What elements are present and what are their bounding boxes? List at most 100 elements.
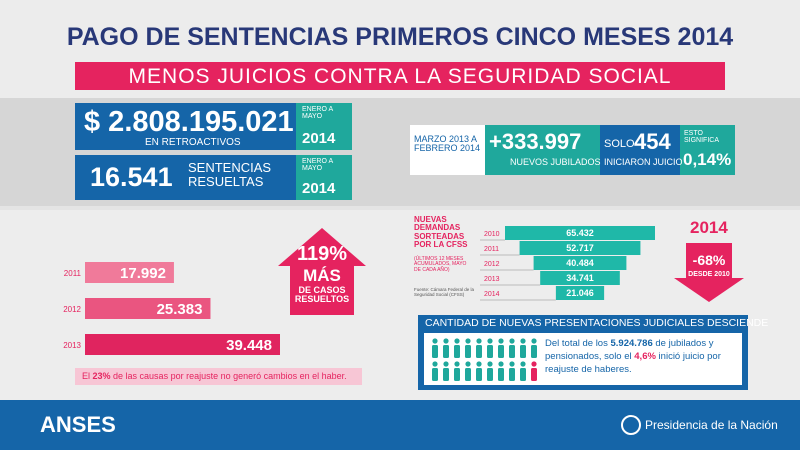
person-icon bbox=[509, 338, 515, 344]
up-arrow bbox=[278, 228, 366, 315]
figure: 5.924.786 bbox=[610, 338, 653, 349]
year-label: 2014 bbox=[484, 291, 500, 298]
brand: ANSES bbox=[40, 412, 116, 437]
note-text: El bbox=[82, 371, 93, 381]
note: El 23% de las causas por reajuste no gen… bbox=[82, 371, 347, 381]
person-icon bbox=[476, 338, 482, 344]
note-bg bbox=[75, 368, 362, 385]
juicios: 454 bbox=[634, 129, 671, 154]
year-label: 2010 bbox=[484, 231, 500, 238]
year: 2014 bbox=[302, 130, 336, 147]
down-arrow bbox=[674, 243, 744, 302]
person-icon bbox=[531, 368, 537, 381]
person-icon bbox=[432, 361, 438, 367]
bar-label: 25.383 bbox=[157, 301, 203, 318]
funnel-segment bbox=[540, 271, 620, 285]
bar bbox=[85, 298, 211, 319]
person-icon bbox=[454, 345, 460, 358]
logo bbox=[621, 415, 641, 435]
person-icon bbox=[520, 361, 526, 367]
funnel-segment bbox=[519, 241, 641, 255]
government: Presidencia de la Nación bbox=[645, 418, 778, 432]
year-label: 2011 bbox=[484, 246, 499, 253]
value-label: 52.717 bbox=[566, 243, 594, 253]
person-icon bbox=[465, 338, 471, 344]
box bbox=[75, 155, 296, 200]
year-label: 2013 bbox=[63, 341, 81, 350]
person-icon bbox=[465, 345, 471, 358]
value-label: 65.432 bbox=[566, 228, 594, 238]
label: INICIARON JUICIO bbox=[604, 157, 683, 167]
banner-bg bbox=[75, 62, 725, 90]
panel-text: Del total de los 5.924.786 de jubilados … bbox=[545, 338, 740, 376]
person-icon bbox=[476, 361, 482, 367]
value-label: 40.484 bbox=[566, 258, 594, 268]
text: de jubilados y pensionados, solo el bbox=[545, 338, 714, 362]
person-icon bbox=[509, 345, 515, 358]
person-icon bbox=[487, 361, 493, 367]
year-label: 2012 bbox=[484, 261, 500, 268]
bar bbox=[85, 334, 280, 355]
bar-label: 39.448 bbox=[226, 337, 272, 354]
note-figure: 23% bbox=[92, 371, 111, 381]
person-icon bbox=[476, 345, 482, 358]
person-icon bbox=[432, 338, 438, 344]
person-icon bbox=[509, 368, 515, 381]
change-text: DESDE 2010 bbox=[688, 271, 730, 278]
text: Del total de los bbox=[545, 338, 611, 349]
bar-label: 17.992 bbox=[120, 265, 166, 282]
person-icon bbox=[498, 361, 504, 367]
source: Fuente: Cámara Federal de la Seguridad S… bbox=[414, 287, 475, 297]
footer-bg bbox=[0, 400, 800, 450]
person-icon bbox=[520, 338, 526, 344]
funnel-segment bbox=[505, 226, 655, 240]
person-icon bbox=[531, 345, 537, 358]
amount: $ 2.808.195.021 bbox=[84, 106, 294, 138]
panel-heading: CANTIDAD DE NUEVAS PRESENTACIONES JUDICI… bbox=[425, 317, 769, 329]
bar bbox=[85, 262, 174, 283]
year-label: 2011 bbox=[64, 269, 82, 278]
title: PAGO DE SENTENCIAS PRIMEROS CINCO MESES … bbox=[66, 23, 734, 51]
year-label: 2013 bbox=[484, 276, 500, 283]
box bbox=[296, 103, 352, 150]
box bbox=[75, 103, 296, 150]
label: EN RETROACTIVOS bbox=[145, 137, 241, 148]
person-icon bbox=[476, 368, 482, 381]
person-icon bbox=[520, 345, 526, 358]
person-icon bbox=[432, 345, 438, 358]
box bbox=[485, 125, 600, 175]
heading: NUEVAS DEMANDAS SORTEADAS POR LA CFSS bbox=[414, 215, 468, 250]
year-label: 2012 bbox=[63, 305, 81, 314]
funnel-segment bbox=[555, 286, 605, 300]
period: ENERO A MAYO bbox=[302, 106, 333, 121]
person-icon bbox=[487, 345, 493, 358]
subheading: (ÚLTIMOS 12 MESES ACUMULADOS, MAYO DE CA… bbox=[414, 256, 467, 273]
person-icon bbox=[509, 361, 515, 367]
label: NUEVOS JUBILADOS bbox=[510, 157, 601, 167]
amount: 16.541 bbox=[90, 162, 173, 192]
person-icon bbox=[465, 368, 471, 381]
person-icon bbox=[465, 361, 471, 367]
box bbox=[410, 125, 485, 175]
label: ESTO SIGNIFICA bbox=[684, 130, 720, 145]
label: SENTENCIAS RESUELTAS bbox=[188, 160, 272, 189]
text: inició juicio por reajuste de haberes. bbox=[545, 350, 721, 375]
figure: 4,6% bbox=[634, 350, 656, 362]
person-icon bbox=[531, 338, 537, 344]
percent: 0,14% bbox=[683, 150, 732, 169]
person-icon bbox=[443, 345, 449, 358]
amount: +333.997 bbox=[489, 129, 582, 154]
person-icon bbox=[432, 368, 438, 381]
person-icon bbox=[520, 368, 526, 381]
note-text: de las causas por reajuste no generó cam… bbox=[110, 371, 347, 381]
person-icon bbox=[443, 361, 449, 367]
person-icon bbox=[454, 338, 460, 344]
funnel-segment bbox=[533, 256, 627, 270]
increase: 119% bbox=[296, 243, 348, 265]
period: MARZO 2013 A FEBRERO 2014 bbox=[414, 134, 481, 154]
person-icon bbox=[487, 338, 493, 344]
person-icon bbox=[443, 338, 449, 344]
box bbox=[600, 125, 680, 175]
